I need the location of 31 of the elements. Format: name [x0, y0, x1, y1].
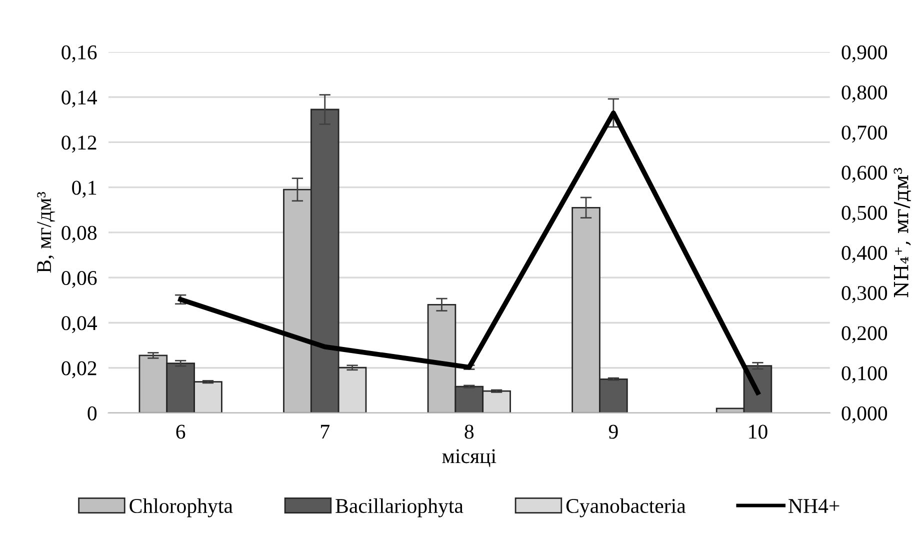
legend-label: NH4+ — [788, 499, 840, 513]
y-tick-label: 0,02 — [62, 361, 96, 378]
y-tick-label: 0,04 — [62, 316, 98, 334]
y-tick-label: 0,08 — [62, 226, 97, 243]
y-tick-label: 0,1 — [72, 180, 96, 198]
y2-tick-label: 0,500 — [842, 206, 888, 223]
y-axis-title: В, мг/дм³ — [37, 192, 55, 273]
y2-tick-label: 0,300 — [842, 286, 888, 304]
y2-tick-label: 0,900 — [842, 45, 888, 62]
legend-label: Chlorophyta — [130, 498, 233, 518]
y2-tick-label: 0,100 — [842, 366, 888, 384]
y2-tick-label: 0,800 — [842, 85, 888, 103]
y-tick-label: 0,12 — [62, 136, 96, 153]
y-tick-label: 0,16 — [62, 45, 97, 62]
y-tick-label: 0,06 — [62, 270, 97, 288]
y2-tick-label: 0,700 — [842, 126, 888, 143]
y-tick-label: 0,14 — [62, 90, 98, 108]
y2-tick-label: 0,200 — [842, 326, 888, 344]
legend-label: Bacillariophyta — [336, 498, 464, 518]
y2-tick-label: 0,000 — [842, 406, 888, 424]
x-tick-label: 7 — [321, 424, 330, 439]
x-tick-label: 8 — [464, 424, 474, 439]
y-tick-label: 0 — [88, 406, 97, 420]
x-tick-label: 10 — [749, 424, 768, 439]
y2-tick-label: 0,400 — [842, 246, 888, 263]
x-axis-title: місяці — [442, 449, 496, 468]
y2-tick-label: 0,600 — [842, 166, 888, 183]
y2-axis-title: NH₄⁺, мг/дм³ — [894, 168, 911, 298]
legend-label: Cyanobacteria — [566, 498, 686, 518]
x-tick-label: 9 — [608, 424, 618, 439]
x-tick-label: 6 — [176, 424, 186, 439]
